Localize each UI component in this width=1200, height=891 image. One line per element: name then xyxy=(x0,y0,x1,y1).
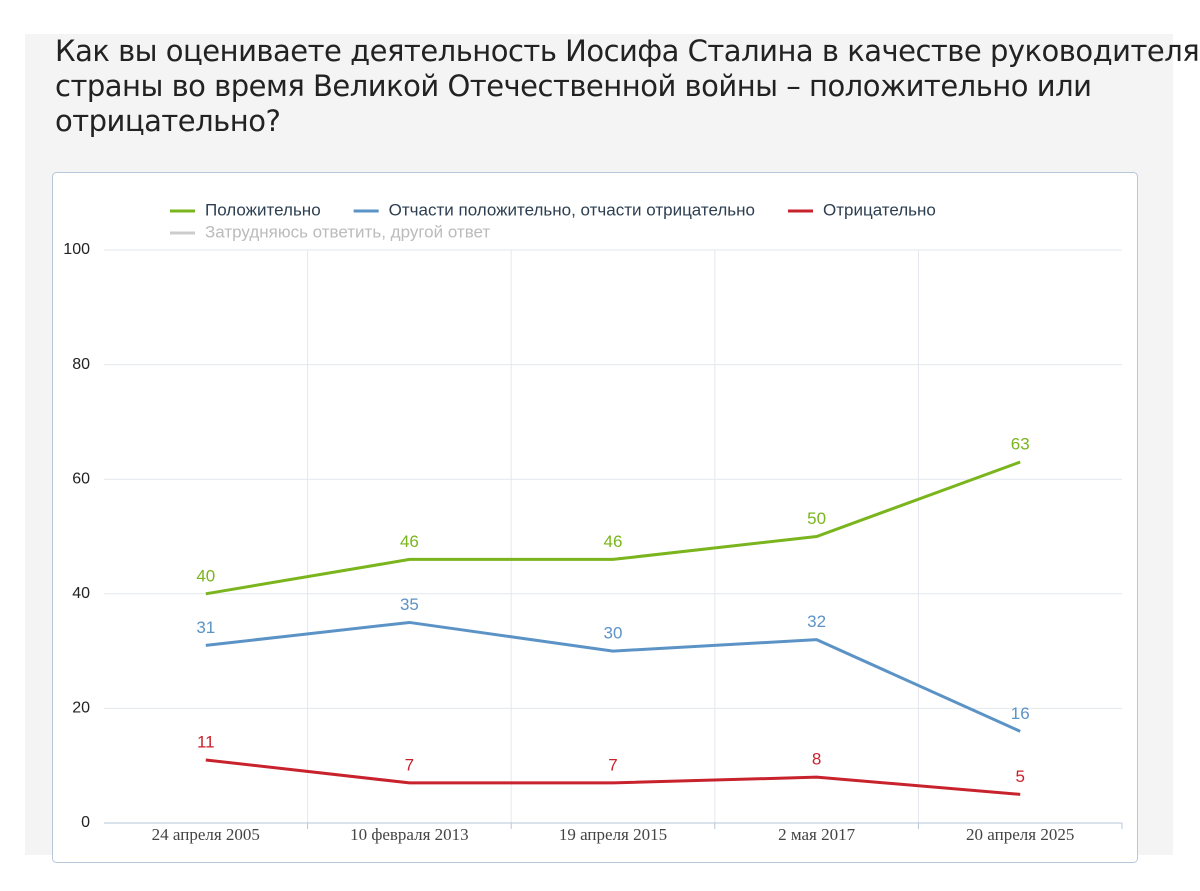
title-line: Как вы оцениваете деятельность Иосифа Ст… xyxy=(55,34,1200,68)
data-label: 7 xyxy=(405,755,414,774)
chart-frame xyxy=(52,172,1138,863)
x-tick-label: 19 апреля 2015 xyxy=(559,825,667,844)
legend-label: Положительно xyxy=(205,200,321,219)
data-label: 16 xyxy=(1011,704,1030,723)
x-tick-label: 20 апреля 2025 xyxy=(966,825,1074,844)
data-label: 5 xyxy=(1015,767,1024,786)
legend-label: Отчасти положительно, отчасти отрицатель… xyxy=(389,200,755,219)
y-tick-label: 40 xyxy=(72,585,90,602)
legend-label: Затрудняюсь ответить, другой ответ xyxy=(205,222,490,241)
title-line: страны во время Великой Отечественной во… xyxy=(55,69,1092,103)
series-line xyxy=(205,620,1021,733)
title-line: отрицательно? xyxy=(55,104,281,138)
data-label: 32 xyxy=(807,612,826,631)
data-label: 35 xyxy=(400,595,419,614)
data-label: 50 xyxy=(807,509,826,528)
x-tick-label: 2 мая 2017 xyxy=(778,825,856,844)
data-label: 63 xyxy=(1011,434,1030,453)
data-label: 40 xyxy=(196,566,215,585)
x-tick-label: 10 февраля 2013 xyxy=(350,825,469,844)
data-label: 46 xyxy=(400,532,419,551)
data-label: 7 xyxy=(608,755,617,774)
data-label: 8 xyxy=(812,750,821,769)
series-line xyxy=(205,460,1021,596)
series-line xyxy=(205,758,1021,796)
data-label: 46 xyxy=(604,532,623,551)
y-tick-label: 60 xyxy=(72,470,90,487)
data-label: 11 xyxy=(197,732,215,751)
y-tick-label: 0 xyxy=(81,814,90,831)
y-tick-label: 80 xyxy=(72,356,90,373)
y-tick-label: 20 xyxy=(72,700,90,717)
x-tick-label: 24 апреля 2005 xyxy=(152,825,260,844)
data-label: 31 xyxy=(196,618,215,637)
data-label: 30 xyxy=(604,624,623,643)
legend-label: Отрицательно xyxy=(823,200,936,219)
y-tick-label: 100 xyxy=(63,241,90,258)
